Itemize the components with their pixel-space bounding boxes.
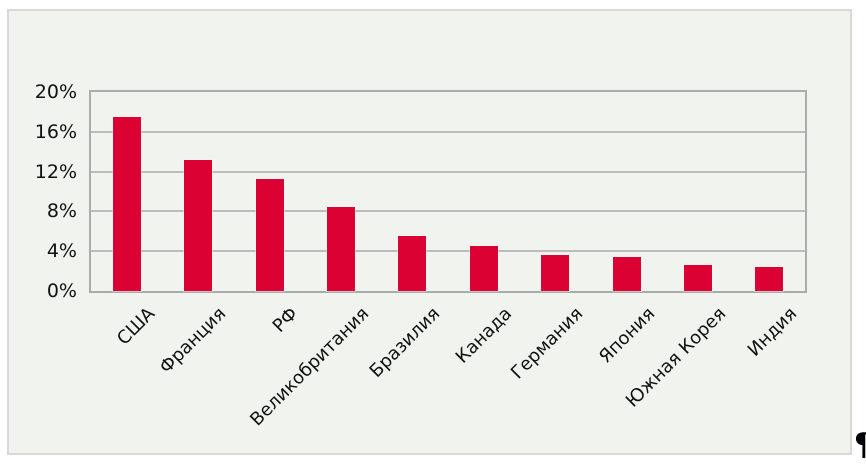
bar-Канада bbox=[468, 245, 499, 292]
plot-area: 0% 4% 8% 12% 16% 20% США Франция РФ Великобритан… bbox=[35, 81, 807, 430]
y-tick-label: 8% bbox=[46, 200, 77, 223]
gridline-16 bbox=[91, 130, 805, 133]
gridline-4 bbox=[91, 250, 805, 253]
bar-Франция bbox=[183, 158, 214, 293]
bar-Япония bbox=[611, 256, 642, 292]
bar-Индия bbox=[754, 266, 785, 292]
gridline-12 bbox=[91, 170, 805, 173]
gridline-8 bbox=[91, 210, 805, 213]
bar-США bbox=[111, 115, 142, 293]
chart-frame[interactable]: 0% 4% 8% 12% 16% 20% США Франция РФ Великобритан… bbox=[7, 9, 852, 455]
y-tick-label: 16% bbox=[34, 120, 77, 143]
bar-Великобритания bbox=[325, 206, 356, 292]
bar-Германия bbox=[540, 254, 571, 292]
y-tick-label: 12% bbox=[34, 160, 77, 183]
bar-РФ bbox=[254, 177, 285, 293]
pilcrow-mark: ¶ bbox=[854, 430, 866, 461]
y-tick-label: 20% bbox=[34, 81, 77, 103]
y-tick-label: 4% bbox=[46, 240, 77, 263]
bar-Бразилия bbox=[397, 235, 428, 292]
y-tick-label: 0% bbox=[46, 280, 77, 302]
bar-Южная Корея bbox=[682, 264, 713, 292]
